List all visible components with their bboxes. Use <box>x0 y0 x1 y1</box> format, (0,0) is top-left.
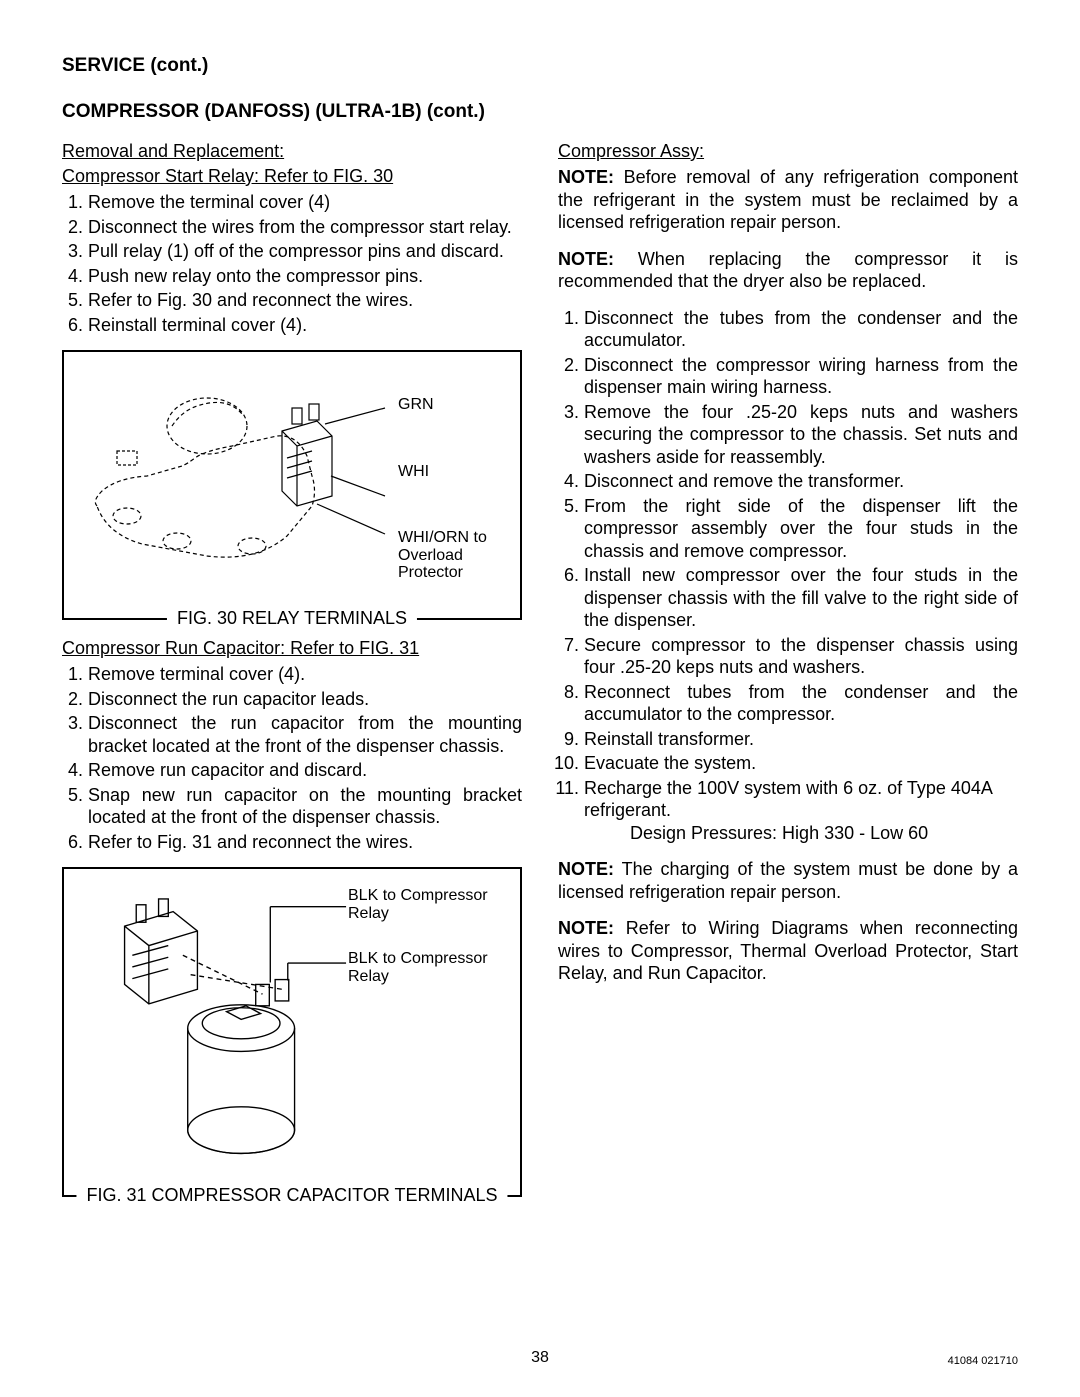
capacitor-steps: Remove terminal cover (4). Disconnect th… <box>62 663 522 853</box>
figure-31: BLK to Compressor Relay BLK to Compresso… <box>62 867 522 1197</box>
list-item: Pull relay (1) off of the compressor pin… <box>88 240 522 263</box>
capacitor-heading: Compressor Run Capacitor: Refer to FIG. … <box>62 638 522 659</box>
figure-30-caption: FIG. 30 RELAY TERMINALS <box>167 608 417 629</box>
label-whiorn: WHI/ORN to Overload Protector <box>398 529 508 582</box>
label-whi: WHI <box>398 463 508 481</box>
section-heading: COMPRESSOR (DANFOSS) (ULTRA-1B) (cont.) <box>62 101 1018 123</box>
note-label: NOTE: <box>558 167 614 187</box>
label-grn: GRN <box>398 396 508 414</box>
note-text: Before removal of any refrigeration comp… <box>558 167 1018 232</box>
right-column: Compressor Assy: NOTE: Before removal of… <box>558 141 1018 1215</box>
note-2: NOTE: When replacing the compressor it i… <box>558 248 1018 293</box>
list-item: Disconnect and remove the transformer. <box>584 470 1018 493</box>
label-blk2: BLK to Compressor Relay <box>348 950 508 985</box>
list-item: Disconnect the wires from the compressor… <box>88 216 522 239</box>
list-item: Reinstall terminal cover (4). <box>88 314 522 337</box>
note-label: NOTE: <box>558 859 614 879</box>
list-item: Disconnect the run capacitor leads. <box>88 688 522 711</box>
note-3: NOTE: The charging of the system must be… <box>558 858 1018 903</box>
relay-diagram-icon <box>76 366 398 606</box>
note-text: The charging of the system must be done … <box>558 859 1018 902</box>
note-label: NOTE: <box>558 249 614 269</box>
list-item: Remove run capacitor and discard. <box>88 759 522 782</box>
figure-30: GRN WHI WHI/ORN to Overload Protector FI… <box>62 350 522 620</box>
list-item: Remove the four .25-20 keps nuts and was… <box>584 401 1018 469</box>
assy-steps: Disconnect the tubes from the condenser … <box>558 307 1018 845</box>
page-number: 38 <box>531 1349 549 1367</box>
assy-heading: Compressor Assy: <box>558 141 1018 162</box>
list-item: Refer to Fig. 30 and reconnect the wires… <box>88 289 522 312</box>
service-heading: SERVICE (cont.) <box>62 55 1018 77</box>
relay-heading: Compressor Start Relay: Refer to FIG. 30 <box>62 166 522 187</box>
relay-steps: Remove the terminal cover (4) Disconnect… <box>62 191 522 336</box>
list-item: Secure compressor to the dispenser chass… <box>584 634 1018 679</box>
removal-heading: Removal and Replacement: <box>62 141 522 162</box>
list-item: Snap new run capacitor on the mounting b… <box>88 784 522 829</box>
capacitor-diagram-icon <box>76 883 348 1183</box>
note-text: Refer to Wiring Diagrams when reconnecti… <box>558 918 1018 983</box>
two-column-layout: Removal and Replacement: Compressor Star… <box>62 141 1018 1215</box>
list-item: Remove terminal cover (4). <box>88 663 522 686</box>
list-item: Refer to Fig. 31 and reconnect the wires… <box>88 831 522 854</box>
list-item: Evacuate the system. <box>584 752 1018 775</box>
list-item: Disconnect the tubes from the condenser … <box>584 307 1018 352</box>
figure-31-caption: FIG. 31 COMPRESSOR CAPACITOR TERMINALS <box>76 1185 507 1206</box>
list-item: Push new relay onto the compressor pins. <box>88 265 522 288</box>
note-text: When replacing the compressor it is reco… <box>558 249 1018 292</box>
list-item: Reinstall transformer. <box>584 728 1018 751</box>
list-item: Remove the terminal cover (4) <box>88 191 522 214</box>
list-item: Disconnect the run capacitor from the mo… <box>88 712 522 757</box>
footer-code: 41084 021710 <box>948 1355 1018 1367</box>
left-column: Removal and Replacement: Compressor Star… <box>62 141 522 1215</box>
list-item: Disconnect the compressor wiring harness… <box>584 354 1018 399</box>
note-4: NOTE: Refer to Wiring Diagrams when reco… <box>558 917 1018 985</box>
list-item: Install new compressor over the four stu… <box>584 564 1018 632</box>
list-item: Recharge the 100V system with 6 oz. of T… <box>584 777 1018 845</box>
design-pressures: Design Pressures: High 330 - Low 60 <box>630 822 1018 845</box>
list-item: From the right side of the dispenser lif… <box>584 495 1018 563</box>
label-blk1: BLK to Compressor Relay <box>348 887 508 922</box>
note-label: NOTE: <box>558 918 614 938</box>
list-item: Reconnect tubes from the condenser and t… <box>584 681 1018 726</box>
note-1: NOTE: Before removal of any refrigeratio… <box>558 166 1018 234</box>
